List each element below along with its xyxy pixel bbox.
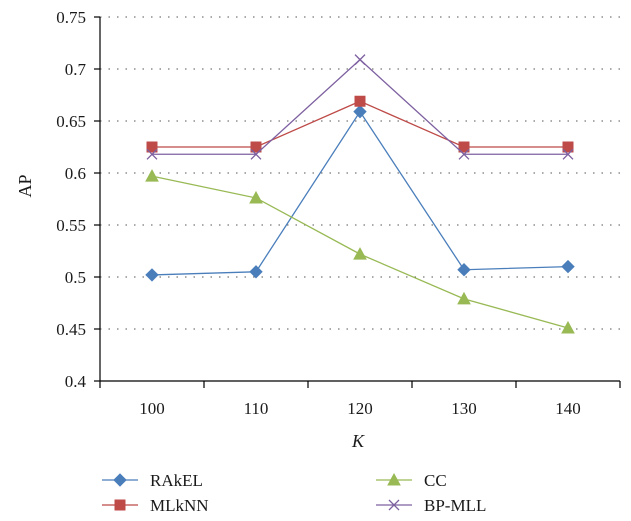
data-point bbox=[145, 169, 159, 182]
legend-label: MLkNN bbox=[150, 496, 209, 515]
data-point bbox=[250, 141, 262, 153]
data-point bbox=[458, 148, 470, 160]
grid-lines bbox=[100, 16, 620, 330]
data-point bbox=[145, 268, 159, 282]
legend-label: RAkEL bbox=[150, 471, 203, 490]
data-point bbox=[561, 259, 575, 274]
data-point bbox=[146, 148, 158, 160]
data-point bbox=[457, 263, 471, 277]
legend-item-cc: CC bbox=[376, 471, 447, 490]
y-tick-label: 0.7 bbox=[65, 60, 87, 79]
y-tick-label: 0.5 bbox=[65, 268, 86, 287]
x-tick-label: 120 bbox=[347, 399, 373, 418]
y-tick-label: 0.4 bbox=[65, 372, 87, 391]
data-point bbox=[354, 95, 366, 107]
x-tick-label: 140 bbox=[555, 399, 581, 418]
x-axis-title: K bbox=[351, 431, 365, 451]
data-point bbox=[457, 291, 471, 305]
series-cc bbox=[145, 169, 575, 334]
data-point bbox=[562, 141, 574, 153]
x-tick-label: 100 bbox=[139, 399, 165, 418]
series-bp-mll bbox=[146, 54, 574, 160]
data-point bbox=[353, 247, 367, 260]
series-rakel bbox=[145, 104, 575, 282]
y-tick-label: 0.45 bbox=[56, 320, 86, 339]
legend-item-mlknn: MLkNN bbox=[102, 496, 209, 515]
series-mlknn bbox=[146, 95, 574, 153]
y-tick-label: 0.65 bbox=[56, 112, 86, 131]
legend-marker bbox=[113, 473, 127, 487]
x-tick-labels: 100 110 120 130 140 bbox=[139, 399, 581, 418]
data-point bbox=[353, 104, 367, 119]
data-point bbox=[249, 190, 263, 204]
legend-item-rakel: RAkEL bbox=[102, 471, 203, 490]
y-tick-label: 0.55 bbox=[56, 216, 86, 235]
data-point bbox=[458, 141, 470, 153]
x-tick-label: 130 bbox=[451, 399, 477, 418]
y-tick-label: 0.75 bbox=[56, 8, 86, 27]
legend-marker bbox=[387, 472, 401, 486]
y-tick-label: 0.6 bbox=[65, 164, 86, 183]
y-tick-labels: 0.4 0.45 0.5 0.55 0.6 0.65 0.7 0.75 bbox=[56, 8, 86, 391]
legend-label: BP-MLL bbox=[424, 496, 486, 515]
data-point bbox=[250, 148, 262, 160]
data-point bbox=[561, 320, 575, 334]
legend-item-bp-mll: BP-MLL bbox=[376, 496, 486, 515]
x-tick-label: 110 bbox=[244, 399, 269, 418]
legend-marker bbox=[388, 499, 400, 511]
y-axis-title: AP bbox=[15, 174, 35, 197]
series bbox=[145, 54, 575, 334]
data-point bbox=[562, 148, 574, 160]
data-point bbox=[146, 141, 158, 153]
data-point bbox=[249, 265, 263, 279]
legend: RAkEL MLkNN CC BP-MLL bbox=[102, 471, 486, 515]
legend-marker bbox=[114, 499, 126, 511]
data-point bbox=[354, 54, 366, 66]
legend-label: CC bbox=[424, 471, 447, 490]
axes bbox=[94, 16, 621, 388]
